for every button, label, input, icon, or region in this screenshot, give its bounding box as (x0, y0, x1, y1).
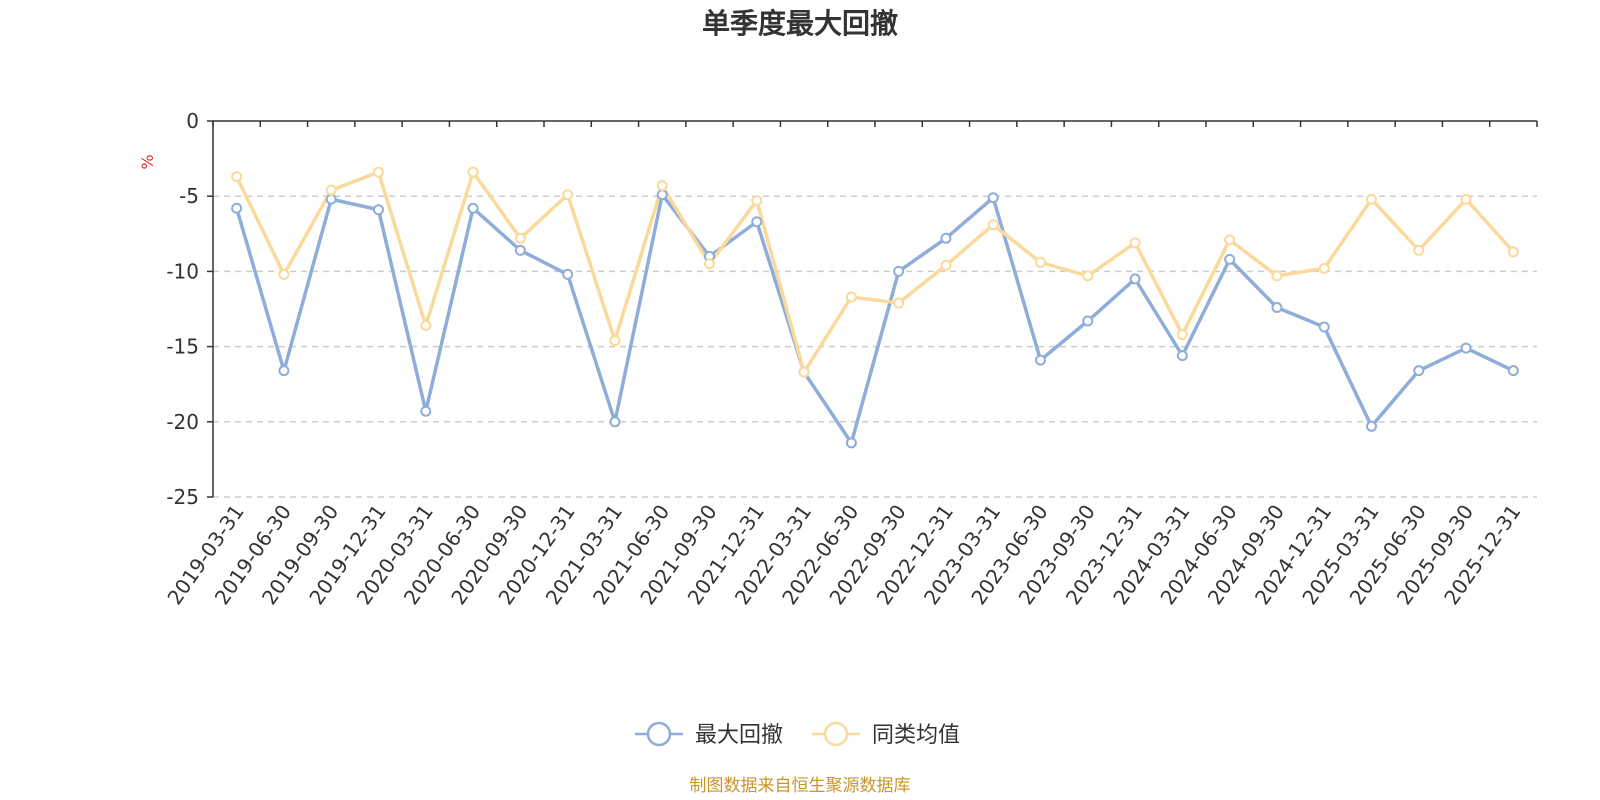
y-tick-label: -20 (166, 410, 199, 434)
data-point[interactable] (656, 189, 668, 201)
data-point[interactable] (1224, 253, 1236, 265)
data-point[interactable] (231, 171, 243, 183)
data-point[interactable] (1082, 315, 1094, 327)
data-point[interactable] (1176, 329, 1188, 341)
data-point[interactable] (231, 202, 243, 214)
y-tick-label: -10 (166, 259, 199, 283)
y-tick-label: -5 (179, 184, 199, 208)
data-point[interactable] (1082, 270, 1094, 282)
data-point[interactable] (1366, 420, 1377, 432)
data-point[interactable] (893, 265, 905, 277)
data-point[interactable] (325, 193, 337, 205)
data-point[interactable] (278, 268, 290, 280)
data-point[interactable] (373, 204, 384, 216)
data-point[interactable] (1271, 270, 1283, 282)
legend: 最大回撤 同类均值 (635, 721, 960, 748)
data-point[interactable] (845, 437, 857, 449)
data-point[interactable] (467, 202, 479, 214)
data-point[interactable] (751, 216, 763, 228)
data-point[interactable] (325, 184, 337, 196)
series-lines (231, 166, 1519, 449)
legend-marker-0[interactable] (646, 721, 672, 747)
y-tick-label: -15 (166, 335, 199, 359)
legend-label-0[interactable]: 最大回撤 (695, 723, 783, 748)
data-point[interactable] (1507, 246, 1519, 258)
axes: 0-5-10-15-20-252019-03-312019-06-302019-… (162, 109, 1538, 609)
data-point[interactable] (656, 180, 668, 192)
data-point[interactable] (420, 405, 432, 417)
data-point[interactable] (1460, 193, 1472, 205)
data-point[interactable] (751, 195, 763, 207)
data-point[interactable] (1366, 193, 1377, 205)
y-axis-unit: % (138, 154, 157, 169)
data-point[interactable] (514, 232, 526, 244)
data-point[interactable] (1129, 237, 1141, 249)
data-point[interactable] (1035, 256, 1046, 268)
data-point[interactable] (1129, 273, 1141, 285)
data-point[interactable] (562, 268, 574, 280)
y-tick-label: 0 (186, 109, 199, 133)
data-point[interactable] (987, 219, 999, 231)
source-note: 制图数据来自恒生聚源数据库 (690, 776, 911, 796)
data-point[interactable] (373, 166, 384, 178)
data-point[interactable] (1507, 365, 1519, 377)
data-point[interactable] (1413, 365, 1425, 377)
data-point[interactable] (798, 366, 810, 378)
data-point[interactable] (1224, 234, 1236, 246)
data-point[interactable] (1176, 350, 1188, 362)
legend-marker-1[interactable] (823, 721, 849, 747)
data-point[interactable] (609, 416, 621, 428)
data-point[interactable] (609, 335, 621, 347)
data-point[interactable] (845, 291, 857, 303)
data-point[interactable] (1460, 342, 1472, 354)
data-point[interactable] (1318, 321, 1330, 333)
chart-title: 单季度最大回撤 (702, 7, 898, 40)
data-point[interactable] (514, 244, 526, 256)
series-line-0 (234, 192, 1515, 445)
data-point[interactable] (278, 365, 290, 377)
data-point[interactable] (940, 259, 952, 271)
data-point[interactable] (940, 232, 952, 244)
data-point[interactable] (467, 166, 479, 178)
data-point[interactable] (562, 189, 574, 201)
data-point[interactable] (1318, 262, 1330, 274)
legend-label-1[interactable]: 同类均值 (872, 723, 960, 748)
data-point[interactable] (1271, 301, 1283, 313)
data-point[interactable] (893, 297, 905, 309)
data-point[interactable] (1035, 354, 1046, 366)
series-line-1 (235, 170, 1515, 374)
data-point[interactable] (987, 192, 999, 204)
data-point[interactable] (420, 320, 432, 332)
data-point[interactable] (704, 258, 715, 270)
data-point[interactable] (1413, 244, 1425, 256)
y-tick-label: -25 (166, 485, 199, 509)
